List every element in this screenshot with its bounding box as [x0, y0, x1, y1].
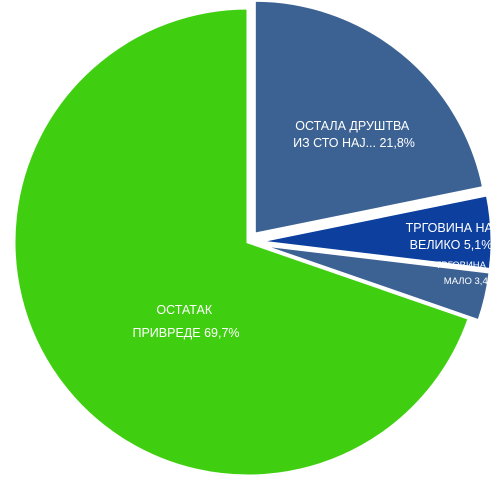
pie-slice-1: [257, 193, 494, 272]
pie-slice-2: [257, 242, 492, 323]
slice-label-ostatak-privrede: ОСТАТАК ПРИВРЕДЕ 69,7%: [132, 303, 239, 340]
pie-labels: ОСТАЛА ДРУШТВА ИЗ СТО НАЈ... 21,8% ТРГОВ…: [132, 119, 498, 340]
slice-label-trgovina-na-malo: ТРГОВИНА НА МАЛО 3,4%: [436, 260, 498, 287]
pie-slice-0: [252, 0, 486, 237]
pie-slice-3: [12, 6, 472, 478]
slice-label-trgovina-na-veliko: ТРГОВИНА НА ВЕЛИКО 5,1%: [406, 221, 497, 252]
slice-label-ostala-drustva: ОСТАЛА ДРУШТВА ИЗ СТО НАЈ... 21,8%: [293, 119, 415, 150]
pie-slices: [12, 0, 494, 478]
